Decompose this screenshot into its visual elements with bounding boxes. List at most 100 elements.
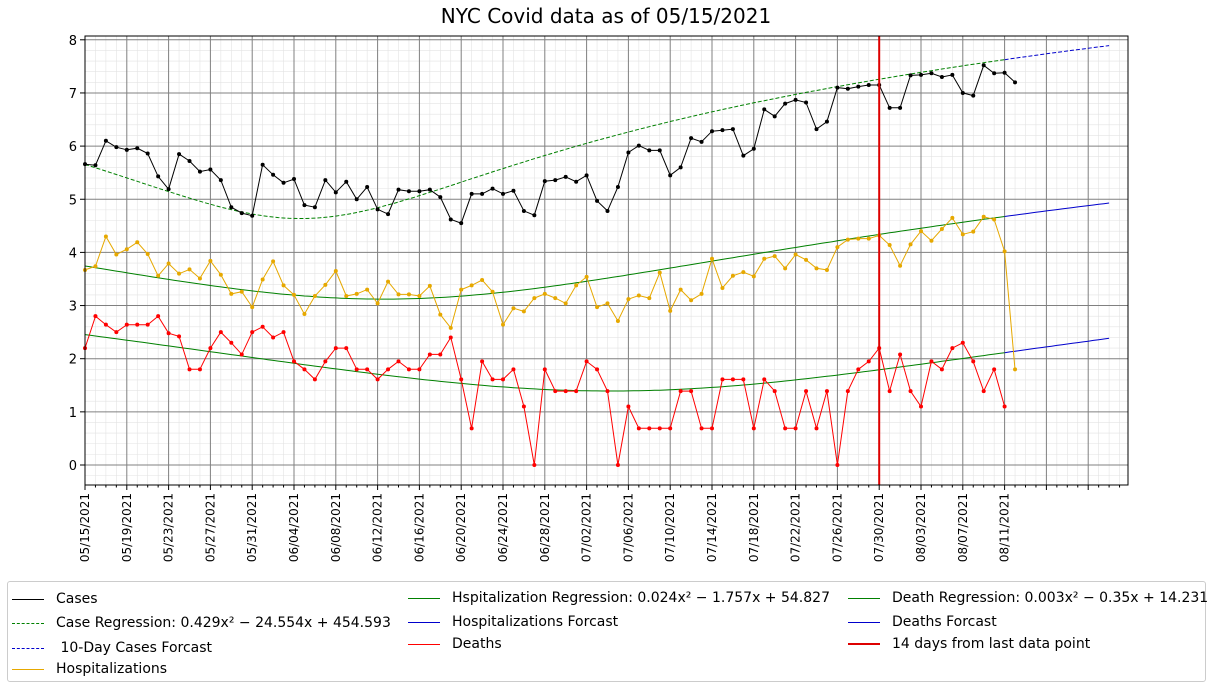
x-tick-label: 06/16/2021: [412, 493, 426, 562]
data-point: [532, 463, 537, 467]
data-point: [156, 174, 161, 179]
data-point: [124, 247, 129, 252]
data-point: [239, 352, 244, 357]
data-point: [197, 367, 202, 372]
legend-swatch: [408, 597, 440, 599]
data-point: [595, 305, 600, 310]
data-point: [271, 259, 276, 264]
data-point: [1002, 249, 1007, 254]
data-point: [542, 179, 547, 184]
data-point: [114, 252, 119, 257]
y-tick-label: 4: [69, 246, 77, 261]
legend-item-hospitalizations: Hospitalizations: [12, 659, 167, 679]
data-point: [814, 266, 819, 271]
data-point: [971, 93, 976, 98]
data-point: [281, 180, 286, 185]
data-point: [636, 143, 641, 148]
data-point: [783, 426, 788, 431]
data-point: [804, 389, 809, 394]
data-point: [804, 100, 809, 105]
data-point: [93, 163, 98, 168]
data-point: [814, 127, 819, 132]
data-point: [762, 256, 767, 261]
x-tick-label: 07/14/2021: [705, 493, 719, 562]
data-point: [344, 179, 349, 184]
data-point: [218, 330, 223, 335]
data-point: [992, 217, 997, 222]
data-point: [647, 296, 652, 301]
x-tick-label: 08/03/2021: [914, 493, 928, 562]
x-tick-label: 05/19/2021: [120, 493, 134, 562]
data-point: [187, 367, 192, 372]
x-tick-label: 05/31/2021: [245, 493, 259, 562]
data-point: [657, 148, 662, 153]
minor-grid: [85, 36, 1128, 485]
data-point: [501, 191, 505, 196]
data-point: [239, 211, 244, 216]
data-point: [939, 75, 944, 80]
data-point: [615, 318, 620, 323]
data-point: [553, 178, 558, 183]
data-point: [187, 267, 192, 272]
data-point: [521, 208, 526, 213]
data-point: [177, 152, 182, 157]
data-point: [720, 128, 725, 133]
data-point: [553, 296, 558, 301]
legend-item-cases: Cases: [12, 589, 98, 609]
data-point: [636, 426, 641, 431]
data-point: [197, 169, 202, 174]
data-point: [1013, 80, 1018, 85]
data-point: [887, 105, 892, 110]
data-point: [919, 72, 923, 77]
data-point: [135, 146, 140, 151]
data-point: [929, 71, 934, 76]
data-point: [333, 190, 338, 195]
data-point: [480, 191, 485, 196]
data-point: [563, 389, 568, 394]
legend: Cases Case Regression: 0.429x² − 24.554x…: [7, 581, 1208, 682]
data-point: [929, 359, 934, 364]
regression-line: [84, 334, 1005, 392]
x-tick-label: 08/07/2021: [956, 493, 970, 562]
data-point: [292, 359, 296, 364]
data-point: [730, 273, 735, 278]
data-point: [323, 282, 328, 287]
data-point: [250, 305, 255, 310]
forecast-line: [1004, 337, 1110, 354]
legend-swatch: [12, 598, 44, 600]
data-point: [103, 234, 108, 239]
data-point: [636, 293, 641, 298]
data-point: [521, 404, 526, 409]
data-point: [271, 335, 276, 340]
data-point: [135, 322, 140, 327]
data-point: [396, 359, 401, 364]
data-point: [689, 298, 694, 303]
data-point: [166, 187, 171, 192]
data-point: [260, 277, 265, 282]
regression-line: [84, 59, 1005, 219]
data-point: [427, 352, 432, 357]
legend-item-hosp-forecast: Hospitalizations Forcast: [408, 612, 618, 632]
data-point: [657, 270, 662, 275]
data-point: [919, 404, 923, 409]
data-point: [511, 188, 516, 193]
data-point: [229, 205, 234, 210]
data-point: [960, 340, 965, 345]
data-point: [312, 205, 317, 210]
data-point: [574, 283, 579, 288]
data-point: [605, 389, 610, 394]
legend-item-cases-forecast: 10-Day Cases Forcast: [12, 638, 212, 658]
data-point: [741, 377, 746, 382]
x-tick-label: 07/22/2021: [789, 493, 803, 562]
data-point: [626, 150, 631, 155]
data-point: [668, 173, 673, 178]
data-point: [218, 178, 223, 183]
data-point: [626, 404, 631, 409]
data-point: [710, 129, 714, 134]
data-point: [218, 272, 223, 277]
legend-label: Hospitalizations Forcast: [452, 614, 619, 630]
data-point: [678, 389, 683, 394]
data-point: [480, 278, 485, 283]
data-point: [605, 301, 610, 306]
legend-swatch: [408, 621, 440, 623]
